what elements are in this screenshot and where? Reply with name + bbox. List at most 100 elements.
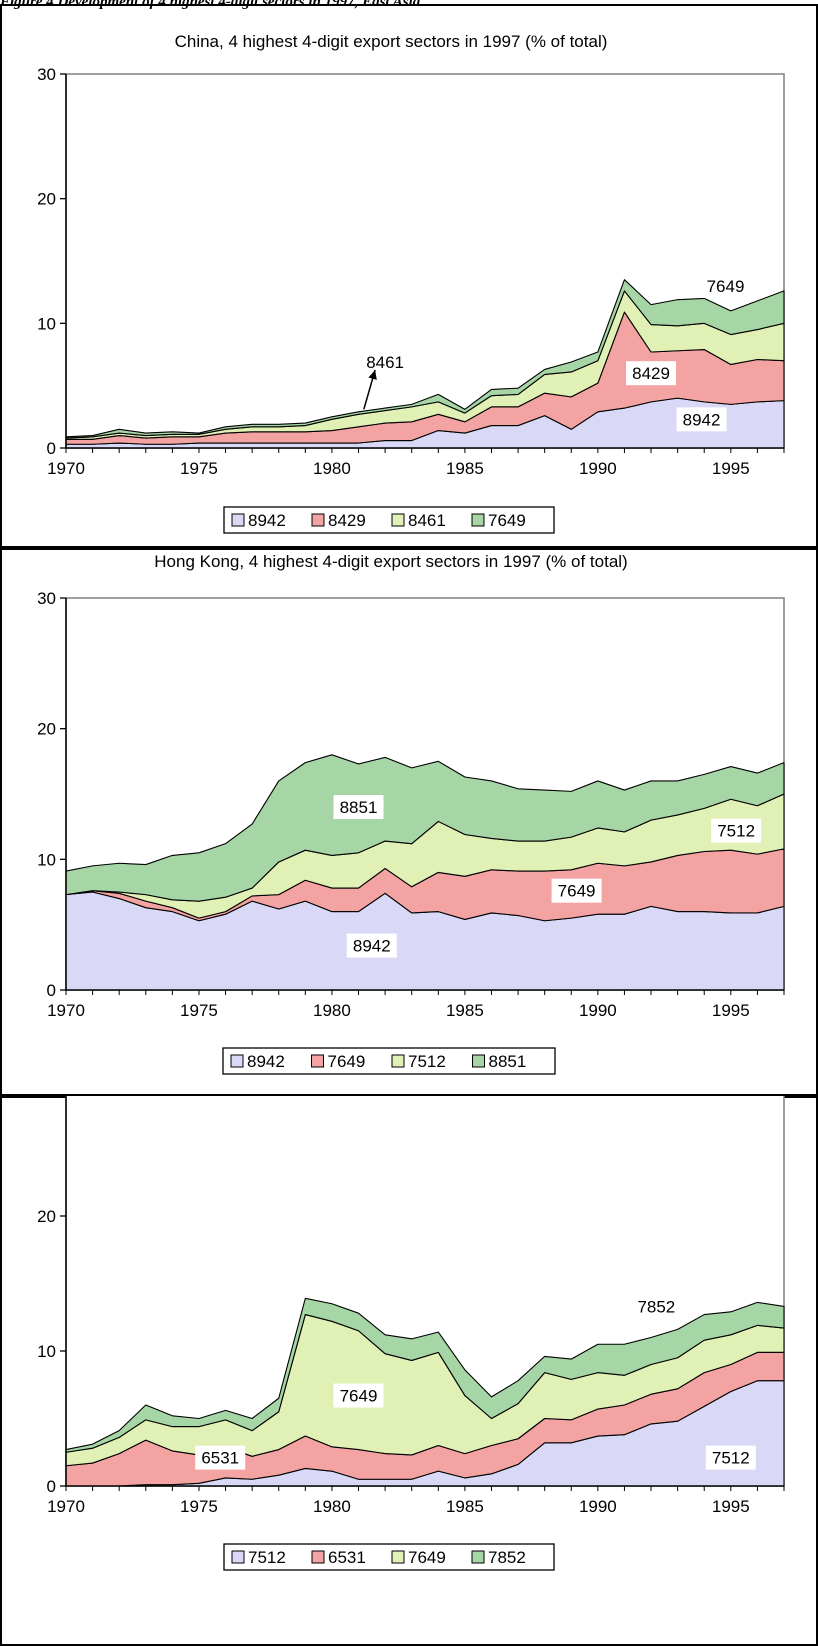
x-tick-label: 1990: [579, 1497, 617, 1516]
chart-title: China, 4 highest 4-digit export sectors …: [175, 32, 608, 51]
y-tick-label: 10: [37, 314, 56, 333]
data-label-box: [333, 1383, 384, 1408]
data-label-text: 8942: [353, 937, 391, 956]
y-tick-label: 0: [47, 1477, 56, 1496]
data-label: 8851: [333, 795, 384, 820]
x-tick-label: 1985: [446, 1001, 484, 1020]
y-tick-label: 20: [37, 190, 56, 209]
data-label-text: 8942: [683, 410, 721, 429]
chart-panel-taiwan: Taiwan, 4 highest 4-digit export sectors…: [0, 1096, 818, 1646]
legend-swatch-8429: [311, 513, 325, 527]
data-label-text: 7512: [712, 1449, 750, 1468]
x-tick-label: 1985: [446, 1497, 484, 1516]
data-label-text: 8461: [366, 353, 404, 372]
annotation-arrow-head: [368, 369, 377, 380]
data-label-box: [705, 1445, 756, 1470]
data-label: 8942: [676, 407, 727, 432]
legend-label-7512: 7512: [248, 1548, 286, 1567]
legend-label-7649: 7649: [408, 1548, 446, 1567]
legend: 8942 7649 7512 8851: [222, 1047, 556, 1075]
x-tick-label: 1975: [180, 459, 218, 478]
data-label-text: 8851: [340, 798, 378, 817]
legend-label-8461: 8461: [408, 511, 446, 530]
chart-panel-hong-kong: Hong Kong, 4 highest 4-digit export sect…: [0, 548, 818, 1096]
data-label: 7649: [333, 1383, 384, 1408]
legend-label-8851: 8851: [489, 1052, 527, 1071]
data-label-box: [700, 273, 751, 298]
legend-label-8429: 8429: [328, 511, 366, 530]
x-tick-label: 1975: [180, 1497, 218, 1516]
data-label-text: 7649: [558, 882, 596, 901]
legend-label-6531: 6531: [328, 1548, 366, 1567]
data-label: 8461: [366, 353, 404, 372]
data-label-box: [551, 878, 602, 903]
china-chart: China, 4 highest 4-digit export sectors …: [0, 4, 818, 548]
data-label-text: 7852: [637, 1297, 675, 1316]
legend-swatch-7649: [471, 513, 485, 527]
x-tick-label: 1995: [712, 1001, 750, 1020]
legend-swatch-8942: [230, 1054, 244, 1068]
data-label-box: [626, 361, 677, 386]
data-label: 6531: [195, 1445, 246, 1470]
legend: 7512 6531 7649 7852: [223, 1543, 555, 1571]
x-tick-label: 1985: [446, 459, 484, 478]
y-tick-label: 0: [47, 981, 56, 1000]
data-label: 7852: [637, 1297, 675, 1316]
y-tick-label: 10: [37, 1342, 56, 1361]
data-label-text: 6531: [201, 1449, 239, 1468]
data-label: 7512: [705, 1445, 756, 1470]
data-label-box: [195, 1445, 246, 1470]
x-tick-label: 1975: [180, 1001, 218, 1020]
chart-title: Hong Kong, 4 highest 4-digit export sect…: [154, 552, 627, 571]
legend-swatch-7512: [391, 1054, 405, 1068]
area-series-8851: [65, 754, 785, 902]
y-tick-label: 30: [37, 589, 56, 608]
x-tick-label: 1970: [47, 1001, 85, 1020]
legend-label-7649: 7649: [328, 1052, 366, 1071]
legend-label-8942: 8942: [248, 511, 286, 530]
y-tick-label: 30: [37, 65, 56, 84]
data-label-box: [676, 407, 727, 432]
legend-swatch-8851: [472, 1054, 485, 1068]
data-label-text: 7512: [717, 822, 755, 841]
data-label: 7649: [700, 273, 751, 298]
legend-box: [223, 1543, 555, 1571]
data-label-box: [346, 933, 397, 958]
taiwan-chart: Taiwan, 4 highest 4-digit export sectors…: [0, 1096, 818, 1646]
y-tick-label: 20: [37, 1207, 56, 1226]
panel-border: [0, 4, 818, 548]
x-tick-label: 1990: [579, 459, 617, 478]
legend-swatch-8942: [231, 513, 245, 527]
legend-label-7649: 7649: [488, 511, 526, 530]
chart-panel-china: China, 4 highest 4-digit export sectors …: [0, 0, 818, 548]
data-label-box: [333, 795, 384, 820]
hong-kong-chart: Hong Kong, 4 highest 4-digit export sect…: [0, 548, 818, 1096]
y-tick-label: 20: [37, 720, 56, 739]
area-series-7649: [65, 279, 785, 439]
legend-box: [222, 1047, 556, 1075]
legend-label-8942: 8942: [247, 1052, 285, 1071]
data-label-box: [711, 818, 762, 843]
legend-swatch-8461: [391, 513, 405, 527]
legend-swatch-6531: [311, 1550, 325, 1564]
area-series-7852: [65, 1297, 785, 1453]
legend: 8942 8429 8461 7649: [223, 506, 555, 534]
y-tick-label: 0: [47, 439, 56, 458]
x-tick-label: 1980: [313, 1497, 351, 1516]
legend-swatch-7649: [311, 1054, 324, 1068]
legend-swatch-7512: [231, 1550, 245, 1564]
data-label: 7649: [551, 878, 602, 903]
data-label: 8429: [626, 361, 677, 386]
data-label: 8942: [346, 933, 397, 958]
legend-swatch-7852: [471, 1550, 485, 1564]
x-tick-label: 1995: [712, 459, 750, 478]
x-tick-label: 1970: [47, 1497, 85, 1516]
x-tick-label: 1970: [47, 459, 85, 478]
legend-box: [223, 506, 555, 534]
x-tick-label: 1995: [712, 1497, 750, 1516]
x-tick-label: 1980: [313, 1001, 351, 1020]
x-tick-label: 1980: [313, 459, 351, 478]
data-label-text: 8429: [632, 364, 670, 383]
legend-swatch-7649: [391, 1550, 405, 1564]
legend-label-7512: 7512: [408, 1052, 446, 1071]
